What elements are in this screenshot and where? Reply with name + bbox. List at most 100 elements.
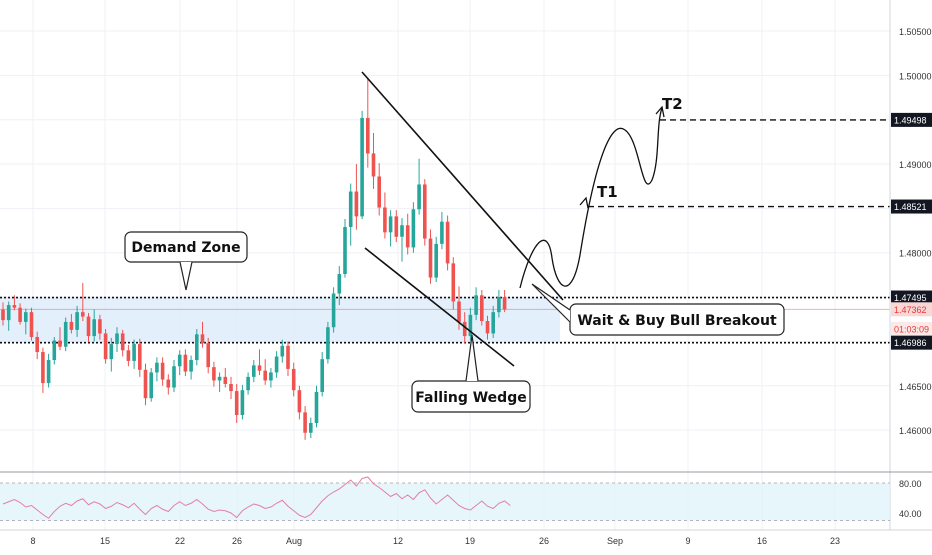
time-tick-label: 23 <box>830 536 840 546</box>
price-label-badge <box>891 322 932 336</box>
candle <box>314 391 319 423</box>
candle <box>69 321 74 330</box>
price-tick-label: 1.48000 <box>899 249 932 259</box>
projection-arrow-t1 <box>579 196 589 209</box>
candle <box>172 366 176 388</box>
price-tick-label: 1.49000 <box>899 160 932 170</box>
candle <box>303 412 307 433</box>
candle <box>354 191 359 217</box>
candle <box>502 297 507 310</box>
candle <box>223 376 228 384</box>
candle <box>343 227 347 275</box>
candle <box>474 295 478 315</box>
price-label-text: 1.47495 <box>894 293 927 303</box>
candle <box>257 365 262 371</box>
candle <box>120 333 125 351</box>
candle <box>468 314 473 337</box>
time-tick-label: 16 <box>757 536 767 546</box>
time-tick-label: 26 <box>232 536 242 546</box>
candle <box>263 370 267 381</box>
price-label-badge <box>891 302 932 317</box>
candle <box>485 321 490 334</box>
candle <box>29 312 34 337</box>
rsi-line <box>2 476 511 519</box>
candle <box>491 312 495 334</box>
candle <box>394 216 399 237</box>
candle <box>160 362 165 380</box>
price-tick-label: 1.46000 <box>899 426 932 436</box>
candle <box>81 312 85 317</box>
time-tick-label: Sep <box>607 536 623 546</box>
candle <box>166 379 171 388</box>
candle <box>280 345 285 357</box>
wedge-upper-line <box>361 71 564 301</box>
candle <box>143 369 148 399</box>
candle <box>240 390 245 416</box>
candle <box>183 354 188 372</box>
candle <box>24 312 28 322</box>
candle <box>1 309 5 321</box>
price-tick-label: 1.46500 <box>899 382 932 392</box>
candle <box>377 176 381 208</box>
candle <box>337 274 342 294</box>
candle <box>75 312 79 330</box>
candle <box>440 221 444 244</box>
price-tick-label: 1.50000 <box>899 71 932 81</box>
candle <box>246 376 250 391</box>
candle <box>109 344 114 360</box>
rsi-tick-label: 80.00 <box>899 479 922 489</box>
candle <box>457 301 461 322</box>
projection-path <box>519 107 663 289</box>
candle <box>269 372 273 381</box>
candle <box>86 316 91 337</box>
candle <box>35 336 39 353</box>
candle <box>12 305 17 308</box>
candle <box>331 293 336 328</box>
rsi-band <box>0 483 890 521</box>
candle <box>126 350 131 361</box>
falling-wedge-label: Falling Wedge <box>415 390 526 406</box>
candle <box>445 221 450 264</box>
candle <box>200 334 205 344</box>
candle <box>138 344 142 370</box>
falling-wedge-callout-pointer <box>465 334 479 382</box>
rsi-tick-label: 40.00 <box>899 509 922 519</box>
candle <box>326 327 330 360</box>
candle <box>252 365 256 377</box>
price-label-text: 1.49498 <box>894 115 927 125</box>
candle <box>371 153 376 177</box>
time-tick-label: 26 <box>539 536 549 546</box>
candle <box>206 343 210 368</box>
demand-zone-label: Demand Zone <box>131 240 240 256</box>
breakout-callout-pointer <box>531 283 571 323</box>
candle <box>366 117 370 154</box>
candle <box>229 383 233 392</box>
candle <box>417 184 421 210</box>
demand-zone-callout-pointer <box>179 261 193 291</box>
candle <box>286 345 290 369</box>
candle <box>497 297 501 313</box>
candle <box>149 372 153 399</box>
candle <box>434 243 438 278</box>
price-label-text: 1.46986 <box>894 338 927 348</box>
candle <box>405 225 410 248</box>
price-label-text: 1.48521 <box>894 202 927 212</box>
candle <box>462 321 467 337</box>
t2-label: T2 <box>662 95 683 113</box>
candle <box>189 360 193 372</box>
price-label-text: 01:03:09 <box>894 325 929 335</box>
candle <box>234 391 239 416</box>
candle <box>411 209 416 248</box>
time-tick-label: 15 <box>100 536 110 546</box>
candle <box>132 344 136 361</box>
candle <box>18 307 22 322</box>
breakout-label: Wait & Buy Bull Breakout <box>577 313 777 329</box>
candle <box>46 360 51 384</box>
candle <box>212 367 216 381</box>
candle <box>480 295 484 322</box>
price-label-badge <box>891 290 932 305</box>
candle <box>92 319 96 337</box>
candle <box>320 359 324 392</box>
candle <box>155 362 159 373</box>
